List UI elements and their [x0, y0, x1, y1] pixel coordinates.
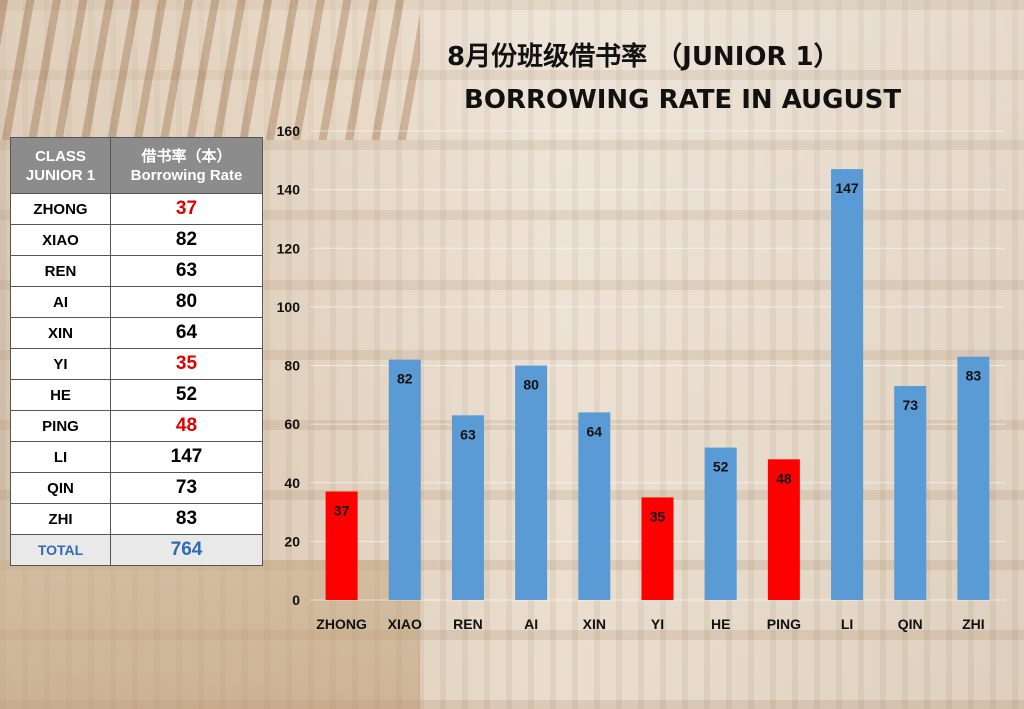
- bar-li: [831, 169, 864, 600]
- table-row: YI 35: [10, 348, 263, 380]
- table-row-rate-value: 64: [110, 317, 263, 349]
- x-tick-label: ZHI: [962, 616, 985, 632]
- y-tick-label: 40: [284, 475, 300, 491]
- table-row: PING 48: [10, 410, 263, 442]
- total-label: TOTAL: [10, 534, 111, 566]
- y-tick-label: 0: [292, 592, 300, 608]
- bar-ping: [767, 459, 800, 600]
- y-tick-label: 160: [277, 123, 301, 139]
- data-label: 83: [966, 368, 982, 384]
- table-row-rate-value: 147: [110, 441, 263, 473]
- total-value: 764: [110, 534, 263, 566]
- header-class: CLASS JUNIOR 1: [10, 137, 111, 194]
- bar-zhi: [957, 356, 990, 600]
- x-tick-label: QIN: [898, 616, 923, 632]
- table-row-class-name: LI: [10, 441, 111, 473]
- header-rate-zh: 借书率（本）: [141, 146, 232, 165]
- table-row-rate-value: 83: [110, 503, 263, 535]
- bar-ren: [451, 415, 484, 600]
- data-label: 64: [587, 423, 603, 439]
- bar-xin: [578, 412, 611, 600]
- table-row: AI 80: [10, 286, 263, 318]
- table-row-class-name: REN: [10, 255, 111, 287]
- y-tick-label: 140: [277, 182, 301, 198]
- table-row-class-name: XIAO: [10, 224, 111, 256]
- y-tick-label: 20: [284, 533, 300, 549]
- table-row: ZHONG 37: [10, 193, 263, 225]
- table-row: XIAO 82: [10, 224, 263, 256]
- x-tick-label: HE: [711, 616, 730, 632]
- y-tick-label: 80: [284, 358, 300, 374]
- table-row-class-name: ZHI: [10, 503, 111, 535]
- x-tick-label: YI: [651, 616, 664, 632]
- x-tick-label: XIN: [583, 616, 606, 632]
- y-tick-label: 120: [277, 240, 301, 256]
- x-tick-label: LI: [841, 616, 853, 632]
- table-header-row: CLASS JUNIOR 1 借书率（本） Borrowing Rate: [10, 137, 263, 194]
- bar-ai: [515, 365, 548, 600]
- table-row-class-name: XIN: [10, 317, 111, 349]
- borrowing-table: CLASS JUNIOR 1 借书率（本） Borrowing Rate ZHO…: [10, 137, 263, 566]
- table-row-class-name: QIN: [10, 472, 111, 504]
- x-tick-label: REN: [453, 616, 483, 632]
- table-row: REN 63: [10, 255, 263, 287]
- table-row-rate-value: 63: [110, 255, 263, 287]
- x-tick-label: XIAO: [388, 616, 422, 632]
- table-row-class-name: HE: [10, 379, 111, 411]
- data-label: 37: [334, 503, 350, 519]
- bar-chart: 0 20 40 60 80 100 120 140 160 37 ZHONG 82 XIAO 63 REN 8…: [277, 123, 1005, 632]
- header-class-text: CLASS JUNIOR 1: [25, 147, 96, 184]
- data-label: 73: [902, 397, 918, 413]
- data-label: 52: [713, 459, 729, 475]
- table-row: XIN 64: [10, 317, 263, 349]
- chart-title-line1: 8月份班级借书率 （JUNIOR 1）: [447, 42, 840, 72]
- table-row-rate-value: 35: [110, 348, 263, 380]
- table-row-rate-value: 73: [110, 472, 263, 504]
- table-row-rate-value: 52: [110, 379, 263, 411]
- chart-title-line2: BORROWING RATE IN AUGUST: [464, 85, 902, 115]
- table-row-class-name: YI: [10, 348, 111, 380]
- bar-he: [704, 447, 737, 600]
- bar-xiao: [388, 359, 421, 600]
- bar-qin: [894, 386, 927, 600]
- y-tick-label: 100: [277, 299, 301, 315]
- data-label: 63: [460, 426, 476, 442]
- header-borrowing-rate: 借书率（本） Borrowing Rate: [110, 137, 263, 194]
- data-label: 48: [776, 470, 792, 486]
- header-rate-en: Borrowing Rate: [130, 166, 243, 184]
- table-row-rate-value: 37: [110, 193, 263, 225]
- table-row-class-name: AI: [10, 286, 111, 318]
- data-label: 80: [523, 377, 539, 393]
- table-row-rate-value: 48: [110, 410, 263, 442]
- table-row-class-name: ZHONG: [10, 193, 111, 225]
- bar-yi: [641, 497, 674, 600]
- table-row-class-name: PING: [10, 410, 111, 442]
- table-row: LI 147: [10, 441, 263, 473]
- table-row: HE 52: [10, 379, 263, 411]
- x-tick-label: PING: [767, 616, 801, 632]
- background-ceiling: [0, 0, 420, 140]
- table-body: ZHONG 37 XIAO 82 REN 63 AI 80 XIN 64 YI 35 HE 52 PING 4…: [10, 193, 263, 535]
- table-row-rate-value: 82: [110, 224, 263, 256]
- data-label: 82: [397, 371, 413, 387]
- data-label: 35: [650, 508, 666, 524]
- bar-zhong: [325, 491, 358, 600]
- x-tick-label: ZHONG: [316, 616, 367, 632]
- table-total-row: TOTAL 764: [10, 534, 263, 566]
- table-row-rate-value: 80: [110, 286, 263, 318]
- y-tick-label: 60: [284, 416, 300, 432]
- x-tick-label: AI: [524, 616, 538, 632]
- table-row: QIN 73: [10, 472, 263, 504]
- table-row: ZHI 83: [10, 503, 263, 535]
- data-label: 147: [835, 180, 859, 196]
